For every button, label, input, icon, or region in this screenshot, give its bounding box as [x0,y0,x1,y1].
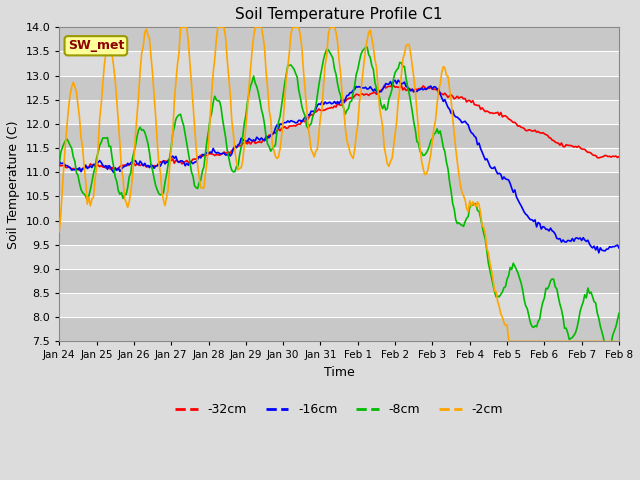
Bar [60,51,619,76]
Bar [60,100,619,124]
Title: Soil Temperature Profile C1: Soil Temperature Profile C1 [236,7,443,22]
Bar [60,76,619,100]
Text: SW_met: SW_met [68,39,124,52]
X-axis label: Time: Time [324,366,355,379]
Legend: -32cm, -16cm, -8cm, -2cm: -32cm, -16cm, -8cm, -2cm [170,398,508,421]
Bar [60,317,619,341]
Bar [60,221,619,245]
Y-axis label: Soil Temperature (C): Soil Temperature (C) [7,120,20,249]
Bar [60,269,619,293]
Bar [60,245,619,269]
Bar [60,196,619,221]
Bar [60,172,619,196]
Bar [60,27,619,51]
Bar [60,124,619,148]
Bar [60,148,619,172]
Bar [60,293,619,317]
